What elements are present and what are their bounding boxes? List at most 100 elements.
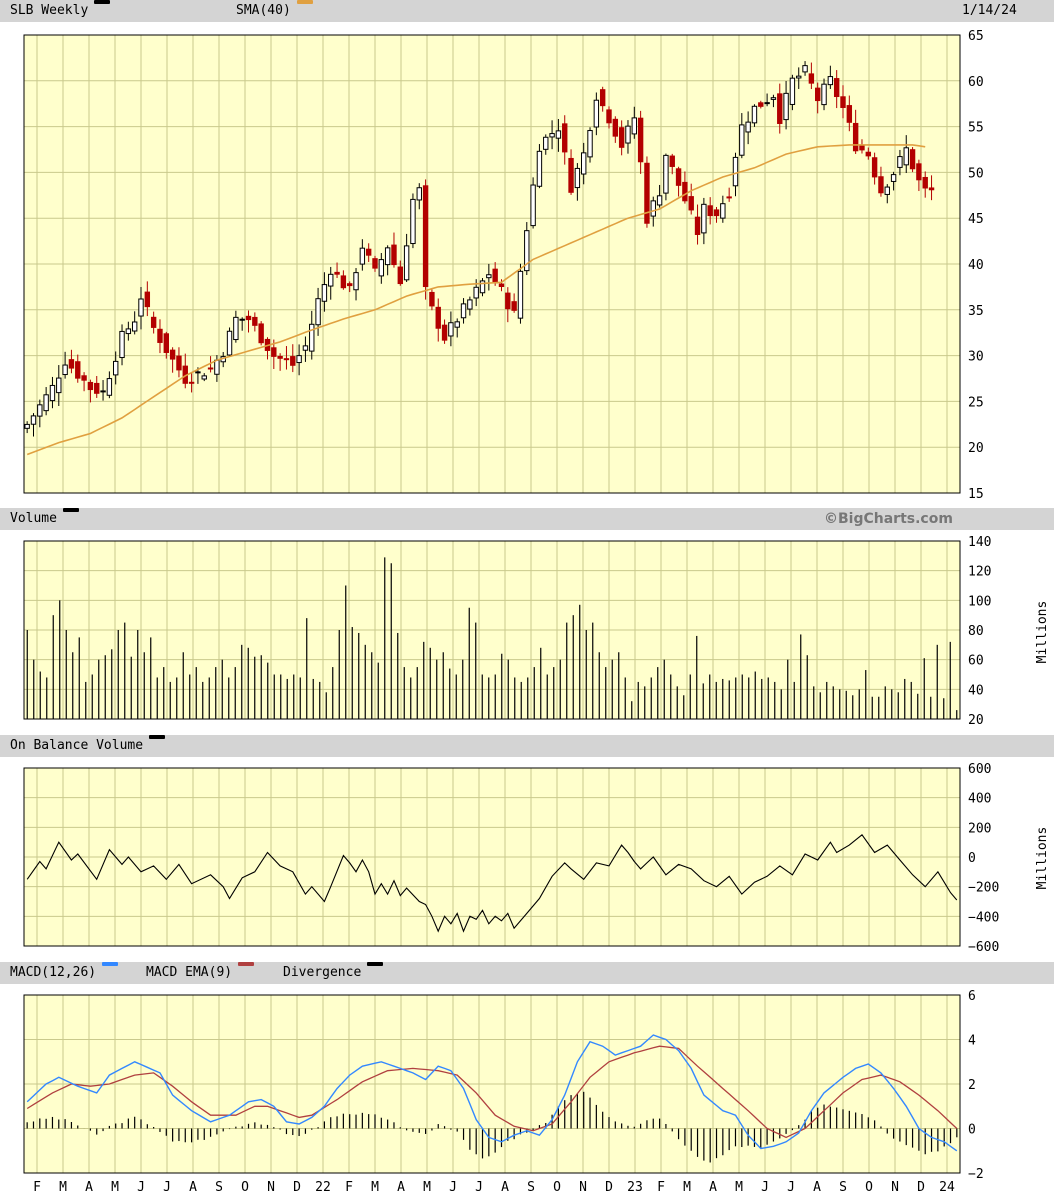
month-label: J [475,1180,483,1195]
month-label: S [215,1180,223,1195]
month-label: J [163,1180,171,1195]
candle-body [764,102,770,105]
candle-body [435,306,441,329]
3-frame [23,994,961,1174]
volume-legend-swatch [62,508,79,512]
price-title: SLB Weekly [10,0,111,22]
0-frame [23,34,961,494]
candle-body [928,187,935,191]
candle-body [378,259,385,277]
candle-body [783,92,789,121]
candle-body [916,163,922,181]
candle-body [498,283,505,288]
candle-body [530,184,536,227]
candle-body [884,186,890,195]
month-label: 24 [939,1180,955,1195]
candle-body [631,117,637,135]
candle-body [865,151,871,157]
macd-ema-legend-swatch [238,962,255,966]
1-ytick-label: 60 [968,654,984,669]
candle-body [403,245,410,281]
0-ytick-label: 55 [968,121,984,136]
candle-body [543,136,549,150]
divergence-legend: Divergence [283,962,384,984]
candle-body [852,122,859,152]
macd-ema-legend: MACD EMA(9) [146,962,255,984]
candle-body [131,321,138,332]
candle-body [24,423,30,429]
candle-body [391,244,397,266]
macd-title: MACD(12,26) [10,962,119,984]
price-panel: 15 20 25 30 35 40 45 50 55 60 65 [23,29,984,502]
candle-body [214,359,220,375]
candle-body [359,247,366,265]
bigcharts-credit: ©BigCharts.com [824,511,953,527]
candle-body [195,371,201,374]
candle-body [745,121,751,133]
0-ytick-label: 35 [968,304,984,319]
candle-body [802,65,808,73]
divergence-legend-swatch [367,962,384,966]
candle-body [169,349,176,360]
candle-body [328,273,334,287]
candle-body [309,323,315,352]
candle-body [201,375,207,380]
month-label: D [605,1180,613,1195]
candle-body [365,248,372,256]
candle-body [290,356,296,366]
candle-body [397,266,403,285]
1-ytick-label: 80 [968,624,984,639]
candle-body [796,75,802,79]
candle-body [833,78,840,98]
2-ytick-label: −200 [968,881,999,896]
candle-body [789,77,796,105]
candle-body [163,333,169,353]
candle-body [562,123,568,153]
candle-body [239,318,245,321]
3-ytick-label: 4 [968,1034,976,1049]
candle-body [568,157,574,193]
candle-body [144,291,151,308]
1-ytick-label: 20 [968,713,984,728]
candle-body [188,381,195,384]
month-label: A [501,1180,509,1195]
candle-body [334,271,340,275]
candle-body [302,345,309,351]
3-ytick-label: 2 [968,1078,976,1093]
candle-body [176,355,182,371]
price-header: SLB Weekly SMA(40) 1/14/24 [0,0,1054,22]
candle-body [511,301,517,311]
candle-body [549,133,555,138]
candle-body [340,275,347,289]
candle-body [37,404,43,417]
macd-line [26,1034,958,1152]
candle-body [226,330,233,356]
candle-body [777,93,783,124]
candle-body [479,280,486,294]
2-ytick-label: 0 [968,851,976,866]
candle-body [460,303,467,319]
macd-ema-line [26,1045,958,1139]
volume-title: Volume [10,508,79,530]
month-label: M [423,1180,431,1195]
volume-panel: 20 40 60 80 100 120 140 Millions [23,535,1050,728]
sma-legend: SMA(40) [236,0,313,22]
volume-unit-label: Millions [1035,601,1050,664]
2-frame [23,767,961,947]
candle-body [233,316,239,341]
month-label: D [293,1180,301,1195]
candle-body [454,321,460,328]
candle-body [56,377,62,394]
1-frame [23,540,961,720]
candle-body [30,415,37,425]
3-ytick-label: −2 [968,1167,984,1182]
candle-body [909,149,916,170]
candle-body [106,378,113,396]
candle-body [536,150,543,187]
candle-body [758,102,764,107]
month-label: M [683,1180,691,1195]
candle-body [751,105,758,124]
month-label: F [345,1180,353,1195]
price-legend-swatch [94,0,111,4]
